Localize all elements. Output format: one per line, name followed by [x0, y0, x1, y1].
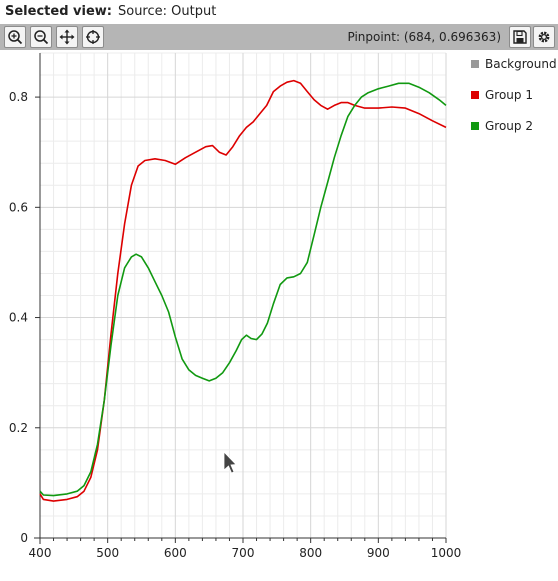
x-tick-label: 1000 [431, 546, 462, 560]
pinpoint-readout: Pinpoint: (684, 0.696363) [347, 30, 501, 44]
zoom-in-button[interactable] [4, 26, 26, 48]
axes [34, 53, 446, 544]
y-tick-label: 0.2 [9, 421, 28, 435]
settings-button[interactable] [533, 26, 555, 48]
x-tick-label: 800 [299, 546, 322, 560]
pinpoint-button[interactable] [82, 26, 104, 48]
y-tick-label: 0.6 [9, 200, 28, 214]
x-tick-label: 700 [232, 546, 255, 560]
y-tick-label: 0.4 [9, 311, 28, 325]
legend-label[interactable]: Group 1 [485, 88, 533, 102]
legend-label[interactable]: Group 2 [485, 119, 533, 133]
crosshair-icon [86, 30, 100, 44]
legend-swatch [471, 91, 479, 99]
source-label: Source: Output [117, 3, 217, 19]
selected-view-label: Selected view: [5, 3, 112, 19]
y-tick-label: 0 [20, 531, 28, 545]
zoom-out-button[interactable] [30, 26, 52, 48]
tick-labels: 400 500 600 700 800 900 1000 0 0.2 0.4 0.6 0.8 [9, 90, 461, 560]
zoom-in-icon [8, 30, 23, 45]
save-button[interactable] [509, 26, 531, 48]
x-tick-label: 900 [367, 546, 390, 560]
legend-label[interactable]: Background [485, 57, 557, 71]
zoom-out-icon [34, 30, 49, 45]
series-line-group-2 [39, 82, 447, 497]
gear-icon [538, 31, 550, 43]
x-tick-label: 600 [164, 546, 187, 560]
legend[interactable]: Background Group 1 Group 2 [471, 57, 557, 133]
legend-swatch [471, 122, 479, 130]
x-tick-label: 500 [96, 546, 119, 560]
series-lines [39, 79, 447, 502]
y-tick-label: 0.8 [9, 90, 28, 104]
plot-toolbar: Pinpoint: (684, 0.696363) [0, 24, 558, 50]
legend-swatch [471, 60, 479, 68]
pan-button[interactable] [56, 26, 78, 48]
spectrum-chart[interactable]: 400 500 600 700 800 900 1000 0 0.2 0.4 0.6 0.8 Back… [0, 50, 558, 581]
x-tick-label: 400 [29, 546, 52, 560]
view-header: Selected view: Source: Output [0, 0, 558, 22]
save-icon [513, 30, 527, 44]
pan-icon [59, 29, 75, 45]
mouse-cursor-icon [223, 451, 237, 474]
